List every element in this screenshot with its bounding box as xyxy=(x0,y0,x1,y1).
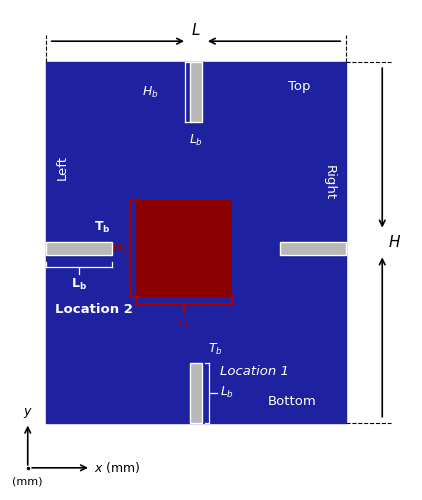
Text: $H_t$: $H_t$ xyxy=(112,241,127,256)
Bar xyxy=(190,362,202,423)
Bar xyxy=(46,62,346,423)
Text: $\mathbf{T_b}$: $\mathbf{T_b}$ xyxy=(94,220,111,235)
Text: $L_b$: $L_b$ xyxy=(220,385,234,400)
Text: $H$: $H$ xyxy=(388,234,401,250)
Text: Location 1: Location 1 xyxy=(220,365,289,378)
Text: $\mathbf{L_b}$: $\mathbf{L_b}$ xyxy=(71,277,87,292)
Text: $H_b$: $H_b$ xyxy=(142,84,158,100)
Text: $L_t$: $L_t$ xyxy=(178,316,190,331)
Text: $L_b$: $L_b$ xyxy=(189,133,203,148)
Text: $y$: $y$ xyxy=(23,406,32,419)
Text: (mm): (mm) xyxy=(13,477,43,487)
Bar xyxy=(190,62,202,122)
Text: $T_b$: $T_b$ xyxy=(208,342,223,356)
Text: Left: Left xyxy=(56,155,69,180)
Text: Top: Top xyxy=(288,80,310,94)
Text: Location 2: Location 2 xyxy=(55,302,133,316)
Bar xyxy=(46,242,112,254)
Text: Bottom: Bottom xyxy=(268,394,316,407)
Bar xyxy=(136,200,232,296)
Bar xyxy=(280,242,346,254)
Text: $x$ (mm): $x$ (mm) xyxy=(94,460,141,475)
Text: $L$: $L$ xyxy=(191,22,201,38)
Text: Right: Right xyxy=(323,165,336,200)
